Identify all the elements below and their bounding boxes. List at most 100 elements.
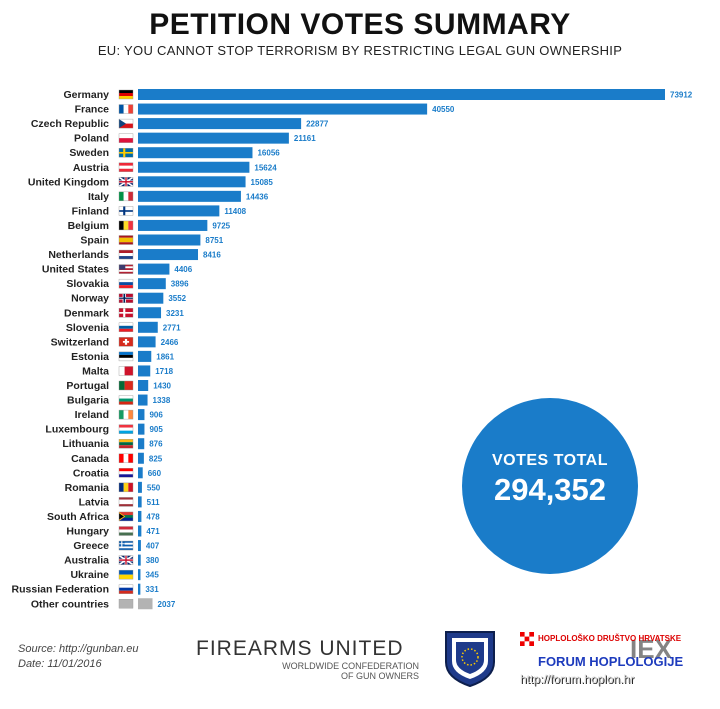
category-label: Australia: [64, 555, 109, 567]
country-flag-icon: [118, 176, 134, 187]
country-flag-icon: [118, 540, 134, 551]
country-flag-icon: [118, 468, 134, 478]
value-label: 660: [148, 469, 162, 478]
value-label: 8416: [203, 251, 221, 260]
country-flag-icon: [118, 526, 134, 536]
bar: [138, 481, 142, 493]
country-flag-icon: [118, 293, 134, 303]
category-label: France: [75, 104, 110, 116]
country-flag-icon: [118, 424, 134, 434]
country-flag-icon: [118, 206, 134, 216]
bar: [138, 350, 152, 362]
country-flag-icon: [118, 133, 134, 143]
org-tagline-2: OF GUN OWNERS: [341, 671, 419, 681]
bar: [138, 263, 170, 275]
country-flag-icon: [118, 264, 134, 274]
bar: [138, 176, 246, 188]
value-label: 16056: [257, 149, 280, 158]
bar: [138, 467, 143, 479]
category-label: Switzerland: [51, 336, 109, 348]
value-label: 905: [149, 425, 163, 434]
category-label: Ireland: [75, 409, 109, 421]
bar: [138, 219, 208, 231]
category-label: Spain: [80, 235, 109, 247]
value-label: 380: [146, 556, 160, 565]
category-label: United States: [42, 264, 109, 276]
bar: [138, 510, 142, 522]
value-label: 14436: [246, 192, 269, 201]
country-flag-icon: [118, 322, 134, 333]
bar: [138, 540, 141, 552]
page-subtitle: EU: YOU CANNOT STOP TERRORISM BY RESTRIC…: [97, 43, 623, 58]
value-label: 550: [147, 483, 161, 492]
country-flag-icon: [118, 569, 134, 580]
bar: [138, 205, 220, 217]
bar: [138, 278, 166, 290]
country-flag-icon: [118, 118, 134, 129]
bar: [138, 118, 302, 130]
category-label: Estonia: [71, 351, 109, 363]
bar: [138, 336, 156, 348]
croatia-checker-icon: [520, 632, 534, 646]
bar: [138, 496, 142, 508]
bar: [138, 409, 145, 421]
bar: [138, 554, 141, 566]
bar: [138, 569, 141, 581]
bar: [138, 147, 253, 159]
org-tagline-1: WORLDWIDE CONFEDERATION: [282, 661, 419, 671]
value-label: 4406: [174, 265, 192, 274]
country-flag-icon: [118, 482, 134, 493]
country-flag-icon: [118, 366, 134, 376]
value-label: 1861: [156, 352, 174, 361]
bar: [138, 394, 148, 406]
value-label: 1338: [153, 396, 171, 405]
category-label: Romania: [65, 482, 110, 494]
bar: [138, 365, 151, 377]
category-label: Malta: [82, 365, 109, 377]
value-label: 2037: [158, 600, 176, 609]
source-text: Source: http://gunban.eu: [18, 643, 139, 655]
value-label: 345: [145, 571, 159, 580]
country-flag-icon: [118, 554, 134, 566]
country-flag-icon: [118, 147, 134, 158]
value-label: 331: [145, 585, 159, 594]
category-label: Lithuania: [62, 438, 109, 450]
category-label: Croatia: [73, 467, 109, 479]
shield-logo-icon: [445, 631, 495, 688]
forum-society-name: HOPLOLOŠKO DRUŠTVO HRVATSKE: [538, 634, 682, 643]
value-label: 22877: [306, 120, 329, 129]
category-label: Germany: [63, 89, 109, 101]
value-label: 511: [147, 498, 160, 507]
country-flag-icon: [118, 249, 134, 260]
bar: [138, 423, 145, 435]
category-label: Portugal: [66, 380, 109, 392]
bar: [138, 190, 241, 202]
category-label: Canada: [71, 453, 109, 465]
value-label: 3896: [171, 280, 189, 289]
bar: [138, 292, 164, 304]
value-label: 2466: [161, 338, 179, 347]
country-flag-icon: [118, 351, 134, 362]
category-label: Bulgaria: [67, 395, 109, 407]
value-label: 3231: [166, 309, 184, 318]
value-label: 407: [146, 542, 160, 551]
forum-name: FORUM HOPLOLOGIJE: [538, 654, 684, 669]
category-label: Slovenia: [66, 322, 109, 334]
bar: [138, 380, 149, 391]
country-flag-icon: [118, 162, 134, 172]
forum-url[interactable]: http://forum.hoplon.hr: [520, 672, 635, 686]
value-label: 15085: [251, 178, 274, 187]
forum-hoplologije-logo: IEX HOPLOLOŠKO DRUŠTVO HRVATSKE FORUM HO…: [520, 630, 720, 690]
country-flag-icon: [118, 584, 134, 594]
country-flag-icon: [118, 380, 134, 391]
category-label: Russian Federation: [12, 584, 109, 596]
country-flag-icon: [118, 337, 134, 347]
category-label: Ukraine: [70, 569, 109, 581]
country-flag-icon: [118, 278, 134, 289]
category-label: Poland: [74, 133, 109, 145]
bar: [138, 249, 199, 261]
bar: [138, 132, 289, 144]
category-label: Slovakia: [66, 278, 109, 290]
value-label: 3552: [168, 294, 186, 303]
country-flag-icon: [118, 439, 134, 449]
